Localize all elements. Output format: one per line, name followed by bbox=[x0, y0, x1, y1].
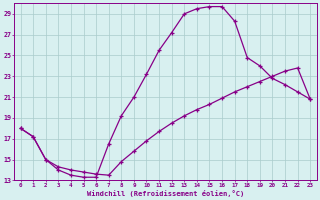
X-axis label: Windchill (Refroidissement éolien,°C): Windchill (Refroidissement éolien,°C) bbox=[87, 190, 244, 197]
